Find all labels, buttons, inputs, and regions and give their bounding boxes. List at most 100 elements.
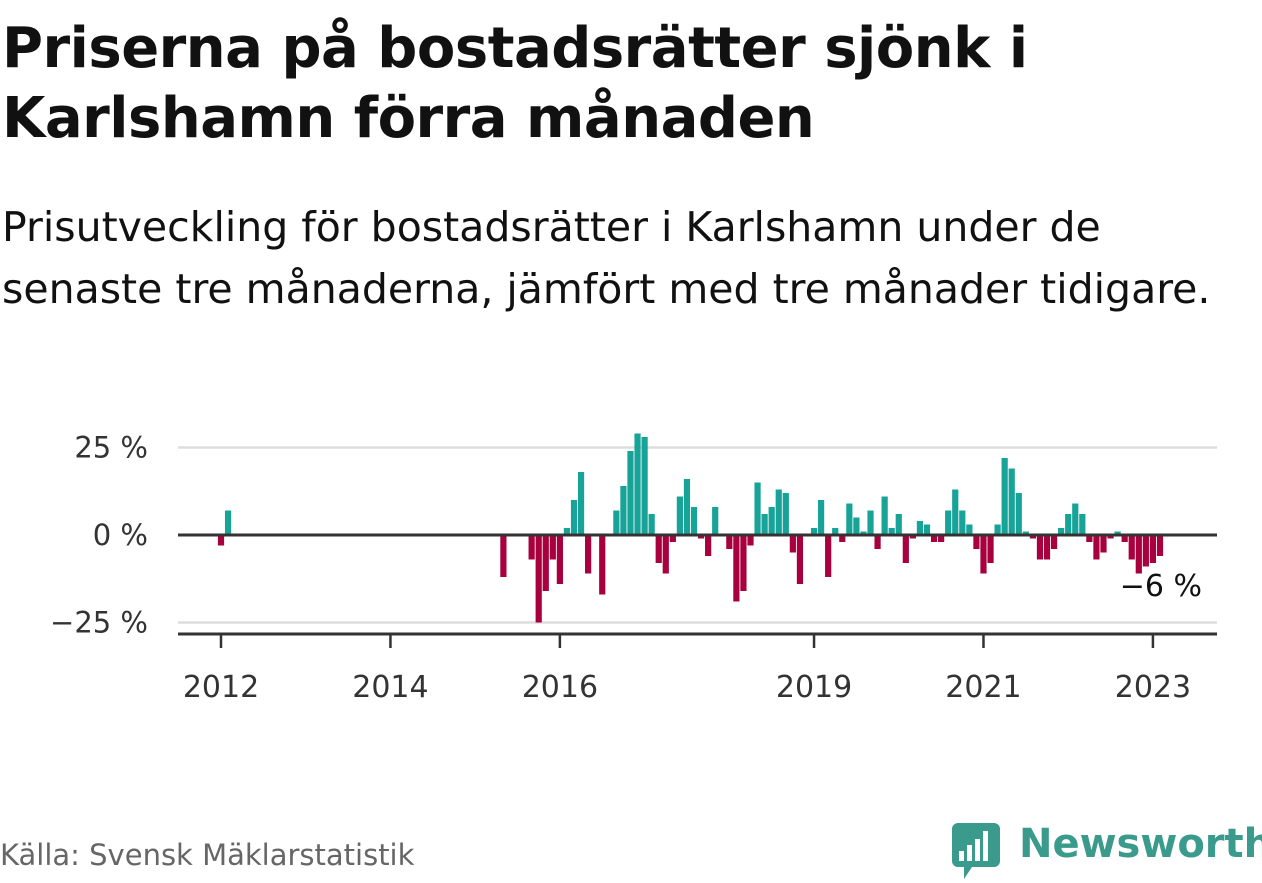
bar xyxy=(832,528,839,535)
bar xyxy=(895,514,902,535)
bar xyxy=(648,514,655,535)
bar xyxy=(1079,514,1086,535)
bar xyxy=(938,535,945,542)
bar xyxy=(697,535,705,539)
bar xyxy=(669,535,676,542)
bar xyxy=(655,535,662,563)
bar xyxy=(867,510,874,535)
bar xyxy=(1149,535,1157,563)
bar xyxy=(881,496,888,535)
bar xyxy=(768,507,775,535)
bar xyxy=(775,489,782,535)
bar xyxy=(1001,458,1008,535)
bar xyxy=(217,535,225,546)
bar xyxy=(563,528,571,535)
x-tick-label: 2023 xyxy=(1115,670,1191,700)
bars xyxy=(217,433,1164,623)
x-tick-label: 2016 xyxy=(522,670,598,700)
y-tick-label: 25 % xyxy=(74,431,148,465)
bar xyxy=(1142,535,1149,567)
bar xyxy=(662,535,669,574)
bar xyxy=(796,535,804,584)
bar xyxy=(1086,535,1093,542)
y-tick-label: 0 % xyxy=(93,518,148,552)
brand-name: Newsworthy xyxy=(1019,821,1262,867)
bar xyxy=(874,535,881,549)
bar xyxy=(782,493,789,535)
bar xyxy=(980,535,987,574)
newsworthy-logo-icon xyxy=(952,823,1000,879)
bar xyxy=(634,433,641,535)
bar xyxy=(535,535,542,623)
bar xyxy=(825,535,832,577)
bar xyxy=(556,535,563,584)
bar xyxy=(754,482,761,535)
bar xyxy=(1050,535,1058,549)
bar xyxy=(853,517,860,535)
bar xyxy=(627,451,634,535)
chart-title: Priserna på bostadsrätter sjönk i Karlsh… xyxy=(2,16,1028,151)
bar xyxy=(846,503,853,535)
x-tick-label: 2012 xyxy=(183,670,259,700)
bar xyxy=(966,524,973,535)
bar xyxy=(599,535,606,595)
bar xyxy=(620,486,627,535)
bar xyxy=(952,489,959,535)
bar xyxy=(973,535,980,549)
source-note: Källa: Svensk Mäklarstatistik xyxy=(0,838,415,872)
x-tick-label: 2019 xyxy=(776,670,852,700)
chart-subtitle: Prisutveckling för bostadsrätter i Karls… xyxy=(2,203,1211,313)
bar xyxy=(789,535,796,553)
bar xyxy=(641,437,648,535)
y-tick-label: −25 % xyxy=(50,606,148,640)
bar xyxy=(1036,535,1044,560)
bar xyxy=(1121,535,1128,542)
axis-labels: 25 % 0 % −25 % 2012 2014 2016 2019 2021 2023 −6 % xyxy=(50,431,1202,701)
bar xyxy=(1107,535,1114,539)
bar xyxy=(676,496,683,535)
bar xyxy=(1093,535,1100,560)
bar xyxy=(1100,535,1107,553)
bar xyxy=(1022,531,1029,535)
x-tick-label: 2021 xyxy=(945,670,1021,700)
bar xyxy=(902,535,909,563)
bar xyxy=(1114,531,1121,535)
bar xyxy=(761,514,768,535)
bar xyxy=(542,535,549,591)
bar xyxy=(909,535,916,539)
bar xyxy=(570,500,578,535)
last-value-label: −6 % xyxy=(1120,569,1202,604)
bar xyxy=(613,510,620,535)
bar xyxy=(923,524,931,535)
bar xyxy=(1008,468,1015,535)
bar xyxy=(818,500,825,535)
bar xyxy=(1156,535,1164,556)
bar xyxy=(683,479,691,535)
bar xyxy=(1058,528,1065,535)
bar xyxy=(945,510,952,535)
x-tick-label: 2014 xyxy=(352,670,428,700)
bar xyxy=(224,510,232,535)
bar xyxy=(528,535,535,560)
bar-chart: 25 % 0 % −25 % 2012 2014 2016 2019 2021 2023 −6 % xyxy=(50,431,1217,701)
bar xyxy=(916,521,924,535)
axes xyxy=(178,533,1217,648)
bar xyxy=(705,535,712,556)
bar xyxy=(810,528,818,535)
bar xyxy=(740,535,747,591)
bar xyxy=(839,535,846,542)
bar xyxy=(1029,535,1036,539)
bar xyxy=(747,535,754,546)
bar xyxy=(577,472,585,535)
bar xyxy=(860,531,867,535)
bar xyxy=(712,507,719,535)
gridlines xyxy=(178,446,1217,624)
bar xyxy=(726,535,733,549)
bar xyxy=(888,528,895,535)
bar xyxy=(500,535,507,577)
bar xyxy=(1128,535,1135,560)
bar xyxy=(1072,503,1079,535)
bar xyxy=(733,535,740,602)
bar xyxy=(930,535,938,542)
bar xyxy=(585,535,592,574)
